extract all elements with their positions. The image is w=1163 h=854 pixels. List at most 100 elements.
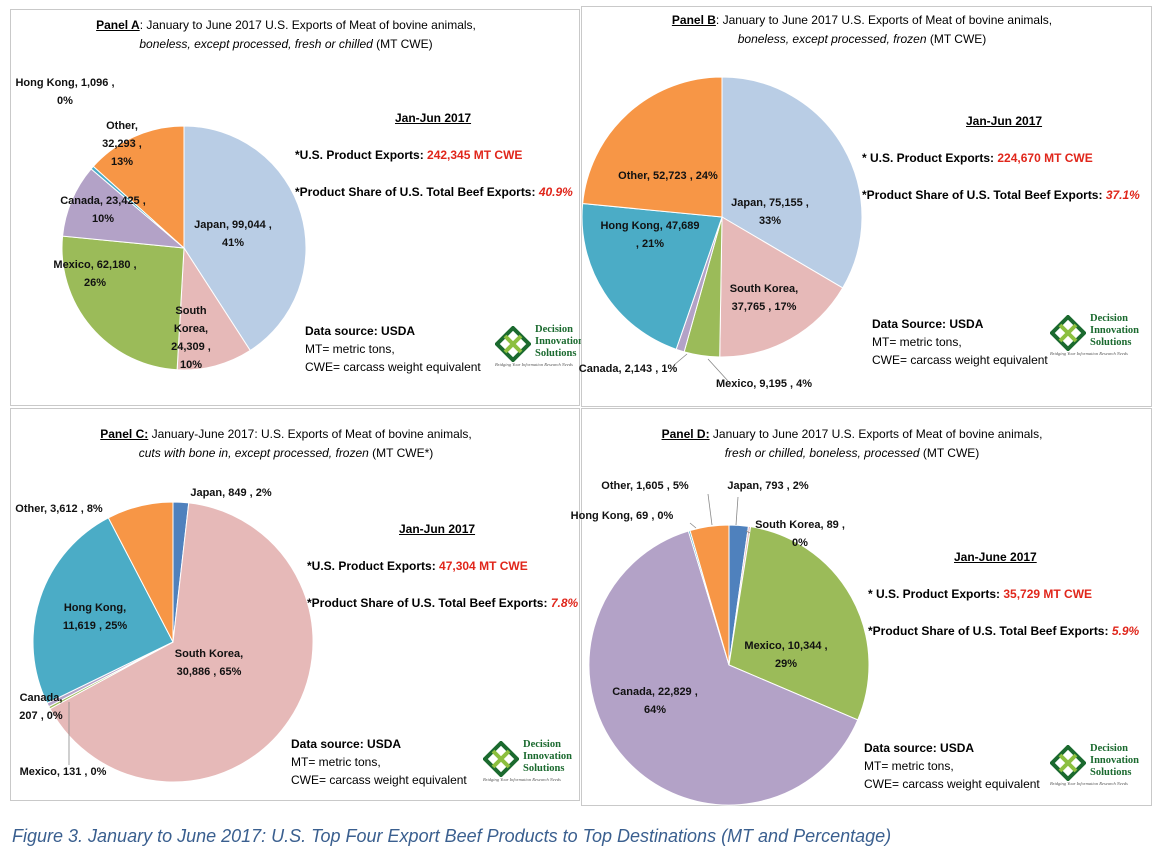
source-head: Data Source: USDA: [872, 317, 984, 331]
pie-slice-hong-kong: [32, 517, 174, 704]
data-source: Data Source: USDA MT= metric tons, CWE= …: [872, 315, 1048, 369]
slice-label-line: Canada, 23,425 ,: [60, 195, 146, 207]
slice-label-line: 32,293 ,: [102, 138, 142, 150]
company-logo: Decision Innovation Solutions Bridging You…: [495, 324, 585, 370]
slice-label-line: Other, 3,612 , 8%: [15, 503, 103, 515]
panel-title: Panel A: January to June 2017 U.S. Expor…: [31, 16, 541, 54]
slice-label-line: Other,: [106, 120, 138, 132]
period-label: Jan-Jun 2017: [399, 522, 476, 536]
share-label: *Product Share of U.S. Total Beef Export…: [307, 596, 551, 610]
slice-label-line: Other, 1,605 , 5%: [601, 480, 689, 492]
panel-unit: (MT CWE): [919, 446, 980, 460]
pie-slice-south-korea: [719, 216, 844, 358]
slice-label-line: Hong Kong,: [64, 602, 126, 614]
panel-title-text: January-June 2017: U.S. Exports of Meat …: [148, 427, 472, 441]
slice-label-canada: Canada, 207 , 0%: [19, 692, 63, 722]
slice-label-line: Canada, 22,829 ,: [612, 686, 698, 698]
slice-label-line: 10%: [180, 359, 202, 371]
slice-label-line: Hong Kong, 1,096 ,: [15, 77, 114, 89]
panel-title: Panel D: January to June 2017 U.S. Expor…: [602, 425, 1102, 463]
slice-label-south-korea: South Korea, 30,886 , 65%: [175, 648, 243, 678]
source-mt: MT= metric tons,: [291, 755, 381, 769]
data-source: Data source: USDA MT= metric tons, CWE= …: [305, 322, 481, 376]
slice-label-line: , 21%: [636, 238, 664, 250]
source-head: Data source: USDA: [305, 324, 416, 338]
slice-label-line: Japan, 793 , 2%: [727, 480, 809, 492]
slice-label-line: South Korea,: [730, 283, 798, 295]
slice-label-canada: Canada, 22,829 , 64%: [612, 686, 698, 716]
logo-tagline: Bridging Your Information Research Needs: [1050, 351, 1128, 356]
company-logo: Decision Innovation Solutions Bridging You…: [483, 739, 573, 785]
slice-label-line: 64%: [644, 704, 666, 716]
pie-chart-d: Japan, 793 , 2% South Korea, 89 , 0% Mexico…: [571, 480, 870, 806]
pie-slice-canada: [62, 168, 186, 249]
slice-label-line: 30,886 , 65%: [177, 666, 242, 678]
slice-label-line: South Korea, 89 ,: [755, 519, 845, 531]
slice-label-line: 0%: [792, 537, 808, 549]
pie-slice-south-korea: [49, 502, 314, 783]
slice-label-line: 41%: [222, 237, 244, 249]
slice-label-line: 29%: [775, 658, 797, 670]
panel-label: Panel C:: [100, 427, 149, 441]
slice-label-south-korea: South Korea, 37,765 , 17%: [730, 283, 798, 313]
exports-label: *U.S. Product Exports:: [307, 559, 440, 573]
leader-line-hong-kong: [689, 522, 697, 529]
slice-label-other: Other, 1,605 , 5%: [601, 480, 689, 492]
slice-label-line: Japan, 99,044 ,: [194, 219, 272, 231]
slice-label-line: South: [175, 305, 206, 317]
slice-label-line: 13%: [111, 156, 133, 168]
leader-line-japan: [735, 496, 739, 526]
slice-label-line: 24,309 ,: [171, 341, 211, 353]
slice-label-line: Korea,: [174, 323, 208, 335]
source-head: Data source: USDA: [291, 737, 402, 751]
panel-a: Panel A: January to June 2017 U.S. Expor…: [10, 9, 584, 406]
slice-label-hong-kong: Hong Kong, 1,096 , 0%: [15, 77, 114, 107]
source-mt: MT= metric tons,: [872, 335, 962, 349]
slice-label-canada: Canada, 2,143 , 1%: [579, 363, 678, 375]
source-head: Data source: USDA: [864, 741, 975, 755]
leader-line-canada: [673, 353, 688, 366]
panel-unit: (MT CWE*): [368, 446, 434, 460]
leader-line-other: [707, 493, 713, 526]
slice-label-line: Japan, 849 , 2%: [190, 487, 272, 499]
panel-subtitle: boneless, except processed, fresh or chi…: [139, 37, 373, 51]
panel-title: Panel B: January to June 2017 U.S. Expor…: [602, 11, 1122, 49]
slice-label-line: Other, 52,723 , 24%: [618, 170, 718, 182]
slice-label-line: South Korea,: [175, 648, 243, 660]
slice-label-line: Mexico, 9,195 , 4%: [716, 378, 812, 390]
summary-box: Jan-Jun 2017 * U.S. Product Exports: 224…: [862, 113, 1152, 204]
slice-label-mexico: Mexico, 62,180 , 26%: [53, 259, 136, 289]
panel-title-text: January to June 2017 U.S. Exports of Mea…: [709, 427, 1043, 441]
exports-value: 47,304 MT CWE: [439, 559, 528, 573]
panel-unit: (MT CWE): [926, 32, 987, 46]
share-label: *Product Share of U.S. Total Beef Export…: [295, 185, 539, 199]
pie-slice-other: [107, 501, 174, 643]
slice-label-japan: Japan, 793 , 2%: [727, 480, 809, 492]
slice-label-line: Canada,: [20, 692, 63, 704]
share-value: 5.9%: [1111, 624, 1140, 638]
logo-text: Decision Innovation Solutions: [1090, 313, 1140, 348]
pie-slice-mexico: [61, 235, 185, 371]
logo-icon: [495, 326, 531, 362]
slice-label-line: 37,765 , 17%: [732, 301, 797, 313]
slice-label-mexico: Mexico, 9,195 , 4%: [716, 378, 812, 390]
exports-label: * U.S. Product Exports:: [862, 151, 998, 165]
source-mt: MT= metric tons,: [864, 759, 954, 773]
slice-label-south-korea: South Korea, 89 , 0%: [755, 519, 845, 549]
logo-tagline: Bridging Your Information Research Needs: [495, 362, 573, 367]
logo-text: Decision Innovation Solutions: [535, 324, 585, 359]
source-cwe: CWE= carcass weight equivalent: [305, 360, 481, 374]
slice-label-hong-kong: Hong Kong, 47,689 , 21%: [600, 220, 699, 250]
panel-unit: (MT CWE): [372, 37, 433, 51]
slice-label-line: Mexico, 10,344 ,: [744, 640, 827, 652]
leader-line-south-korea: [745, 530, 751, 534]
pie-slice-other: [689, 524, 730, 666]
period-label: Jan-Jun 2017: [966, 114, 1043, 128]
slice-label-japan: Japan, 99,044 , 41%: [194, 219, 272, 249]
pie-slice-south-korea: [176, 246, 251, 371]
slice-label-line: 26%: [84, 277, 106, 289]
exports-label: * U.S. Product Exports:: [868, 587, 1004, 601]
slice-label-canada: Canada, 23,425 , 10%: [60, 195, 146, 225]
slice-label-line: Mexico, 131 , 0%: [20, 766, 107, 778]
slice-label-mexico: Mexico, 131 , 0%: [20, 766, 107, 778]
